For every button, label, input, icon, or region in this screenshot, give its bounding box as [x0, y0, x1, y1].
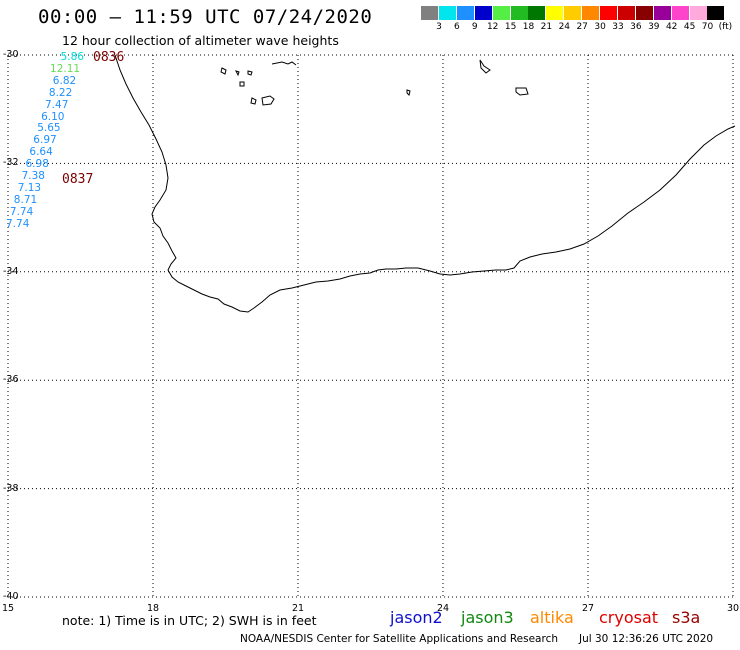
islands [220, 59, 529, 106]
legend-swatch [635, 6, 653, 20]
timestamp-text: Jul 30 12:36:26 UTC 2020 [579, 633, 714, 645]
wave-height-value: 6.82 [52, 74, 77, 87]
legend-label: 39 [648, 22, 660, 32]
legend-swatch [582, 6, 600, 20]
wave-height-value: 6.97 [33, 134, 57, 147]
island [220, 67, 227, 75]
legend-swatch [600, 6, 617, 20]
lat-label: -34 [3, 265, 19, 277]
legend-label: 9 [471, 22, 478, 32]
island [406, 89, 411, 96]
legend-label: (ft) [718, 22, 733, 32]
legend-label: 70 [701, 22, 714, 32]
wave-height-value: 12.11 [50, 62, 81, 75]
legend-label: 27 [576, 22, 588, 32]
lon-label: 27 [581, 603, 595, 614]
wave-height-value: 6.64 [29, 146, 53, 159]
wave-height-value: 7.47 [45, 98, 69, 111]
lon-label: 18 [146, 603, 160, 614]
island [479, 59, 491, 74]
legend-swatch [510, 6, 528, 20]
legend-label: 6 [454, 22, 460, 32]
legend-swatch [564, 6, 582, 20]
legend-label: 24 [558, 22, 571, 32]
wave-height-value: 8.22 [48, 86, 73, 99]
lon-label: 21 [291, 603, 305, 614]
credit-text: NOAA/NESDIS Center for Satellite Applica… [240, 633, 558, 645]
satellite-cryosat: cryosat [599, 608, 659, 627]
legend-label: 42 [665, 22, 678, 32]
pass-time-tag: 0836 [93, 50, 125, 65]
island [239, 81, 245, 87]
legend-swatch [456, 6, 474, 20]
legend-swatch [689, 6, 707, 20]
legend-swatch [546, 6, 564, 20]
island [261, 95, 275, 106]
wave-height-value: 7.74 [9, 205, 34, 218]
legend-label: 12 [486, 22, 499, 32]
legend-label: 33 [612, 22, 624, 32]
graticule-grid [7, 54, 734, 598]
satellite-altika: altika [530, 608, 574, 627]
wave-height-value: 7.13 [17, 181, 42, 194]
legend-swatch [528, 6, 546, 20]
wave-height-value: 6.10 [41, 110, 65, 123]
legend-swatch [653, 6, 671, 20]
lon-label: 15 [1, 603, 15, 614]
wave-height-value: 5.86 [60, 51, 84, 63]
legend-swatch [617, 6, 635, 20]
page-subtitle: 12 hour collection of altimeter wave hei… [62, 33, 339, 48]
satellite-jason3: jason3 [461, 608, 514, 627]
island [247, 70, 253, 76]
legend-swatch [474, 6, 492, 20]
legend-label: 45 [683, 22, 696, 32]
island [271, 61, 297, 66]
legend-swatch [671, 6, 689, 20]
lon-label: 24 [436, 603, 450, 614]
island [235, 70, 240, 77]
lon-label: 30 [726, 603, 740, 614]
legend-swatch [707, 6, 725, 20]
legend-swatch [421, 6, 438, 20]
wave-height-value: 5.65 [37, 122, 61, 135]
legend-label: 3 [436, 22, 442, 32]
legend-label: 36 [630, 22, 642, 32]
island [250, 97, 257, 105]
legend-swatch [438, 6, 456, 20]
wave-height-value: 6.98 [25, 158, 49, 171]
lat-label: -36 [3, 374, 19, 386]
lat-label: -40 [3, 591, 19, 602]
legend-label: 30 [594, 22, 606, 32]
legend-label: 15 [504, 22, 517, 32]
island [515, 87, 529, 96]
units-note: note: 1) Time is in UTC; 2) SWH is in fe… [62, 613, 317, 628]
page-title: 00:00 – 11:59 UTC 07/24/2020 [38, 6, 373, 28]
lat-label: -32 [3, 157, 19, 169]
lat-label: -38 [3, 482, 19, 494]
wave-height-value: 7.74 [6, 217, 30, 230]
lat-label: -30 [3, 49, 19, 60]
wave-height-value: 7.38 [21, 170, 45, 182]
wave-height-value: 8.71 [13, 193, 38, 206]
pass-time-tag: 0837 [62, 172, 94, 187]
satellite-s3a: s3a [672, 608, 701, 627]
coastline [114, 54, 736, 313]
satellite-jason2: jason2 [390, 608, 443, 627]
legend-swatch [492, 6, 510, 20]
legend-label: 21 [540, 22, 553, 32]
legend-label: 18 [522, 22, 535, 32]
